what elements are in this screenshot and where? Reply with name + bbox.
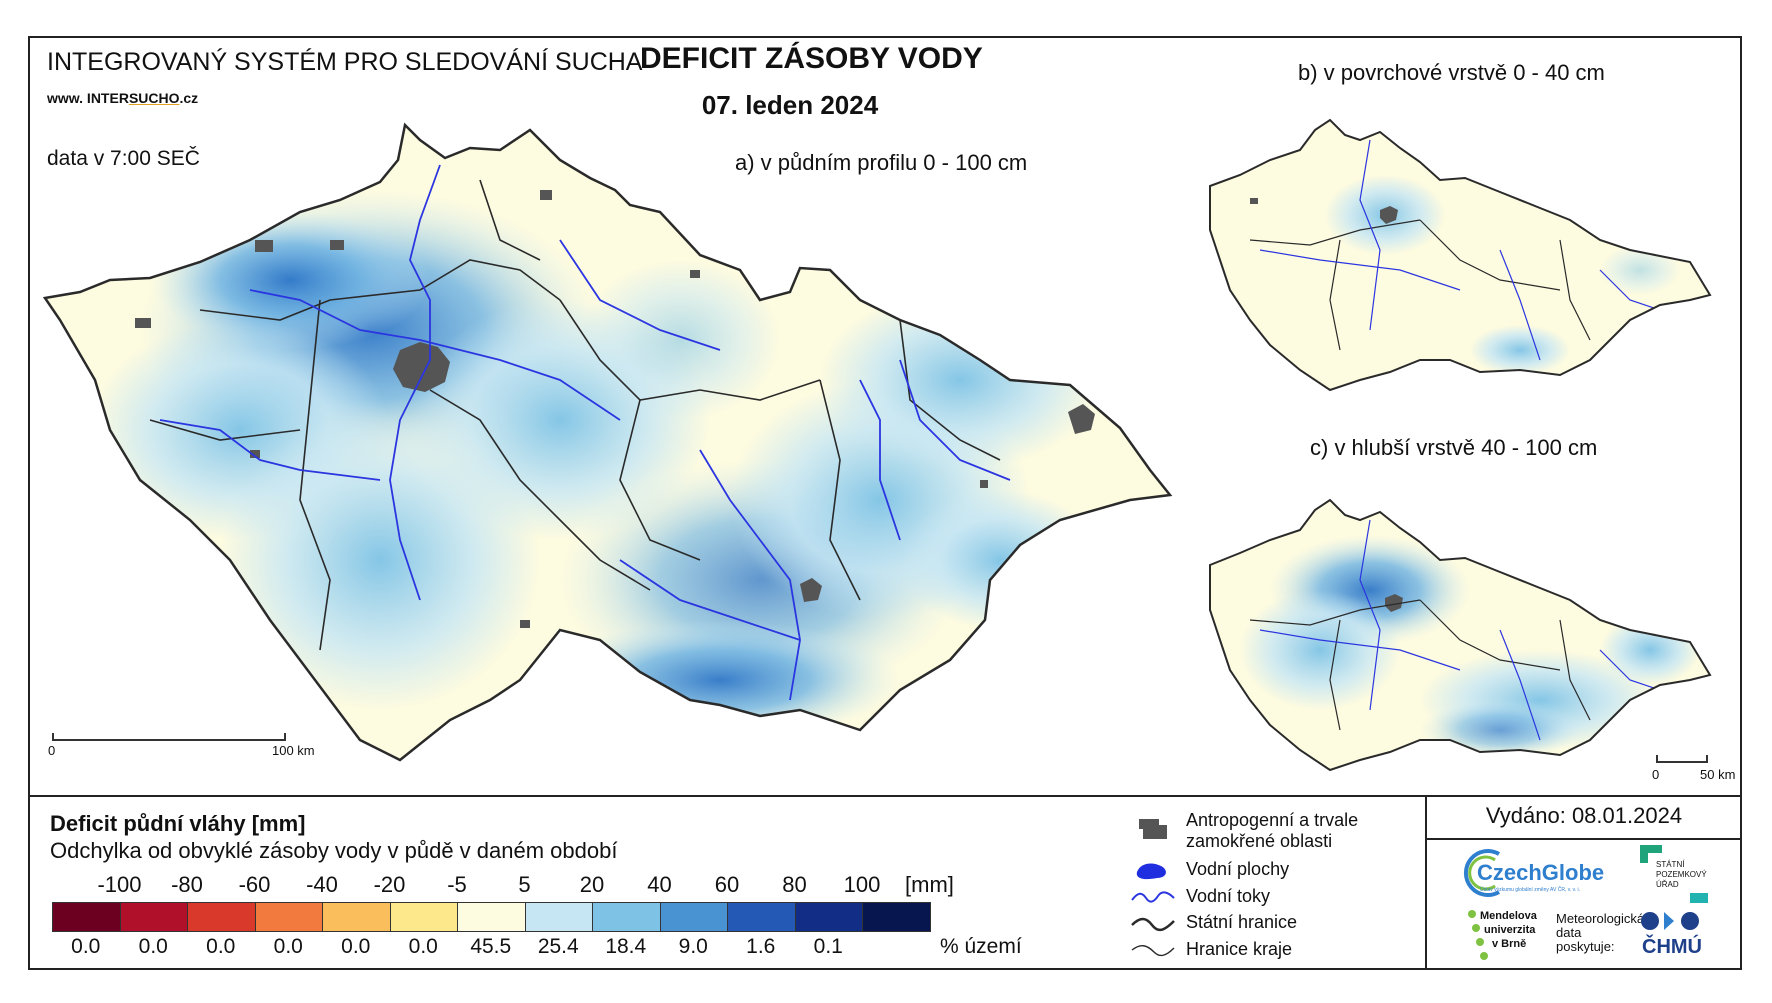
legend-tick-label: 60 [714,872,740,897]
legend-tick-label: -20 [373,872,406,897]
legend-subtitle: Odchylka od obvyklé zásoby vody v půdě v… [50,838,618,863]
legend-percentage: 0.0 [273,935,303,958]
system-name: INTEGROVANÝ SYSTÉM PRO SLEDOVÁNÍ SUCHA [47,48,643,76]
legend-swatch [389,902,458,932]
mendel-logo-line-2: univerzita [1484,924,1536,936]
legend-tick-label: -80 [171,872,203,897]
meteo-line-2: data [1556,925,1582,940]
legend-tick-label: 40 [647,872,672,897]
czechglobe-logo-icon [1463,849,1501,897]
legend-swatch [524,902,593,932]
legend-percentage: 45.5 [470,935,512,958]
legend-swatch [52,902,121,932]
legend-divider [28,795,1742,797]
issued-divider [1425,838,1742,840]
data-time: data v 7:00 SEČ [47,147,200,170]
main-scale-bar [52,733,286,741]
map-date: 07. leden 2024 [701,90,879,120]
urban-symbol-icon [1139,819,1167,839]
state-border-icon [1131,917,1175,932]
small-scale-end: 50 km [1700,767,1736,782]
legend-tick-label: 80 [782,872,807,897]
legend-swatch [457,902,526,932]
website-suffix: .cz [179,90,199,106]
main-map-fill [45,125,1170,760]
legend-swatch [119,902,188,932]
spu-logo-line-3: ÚŘAD [1656,880,1679,889]
legend-unit: [mm] [905,872,954,897]
spu-logo-line-2: POZEMKOVÝ [1656,870,1707,879]
legend-state-border-label: Státní hranice [1186,912,1298,932]
legend-percentage: 9.0 [678,935,708,958]
small-scale-zero: 0 [1652,767,1660,782]
meteo-line-1: Meteorologická [1556,911,1645,926]
legend-pct-unit: % území [940,935,1022,958]
main-scale-end: 100 km [272,743,315,758]
legend-swatch [254,902,323,932]
legend-tick-label: -60 [238,872,271,897]
legend-percentage: 1.6 [746,935,776,958]
legend-tick-label: -40 [306,872,338,897]
legend-swatch [727,902,796,932]
legend-percentage: 0.0 [341,935,371,958]
chmu-logo-icon [1641,912,1699,930]
spu-logo-line-1: STÁTNÍ [1656,860,1685,869]
legend-percentage: 25.4 [537,935,579,958]
spu-logo-square [1690,893,1708,903]
chmu-logo-text: ČHMÚ [1642,936,1702,958]
legend-tick-label: 100 [843,872,881,897]
state-border-c [1209,498,1712,772]
legend-tick-label: -5 [447,872,467,897]
legend-river-label: Vodní toky [1186,886,1271,906]
legend-percentage: 0.0 [138,935,168,958]
czechglobe-logo-subtext: Ústav výzkumu globální změny AV ČR, v. v… [1480,887,1581,893]
state-border-b [1209,118,1712,392]
mendel-logo-line-1: Mendelova [1480,910,1537,922]
mendel-logo-line-3: v Brně [1492,938,1527,950]
page-title: DEFICIT ZÁSOBY VODY [640,42,983,75]
region-border-icon [1131,945,1175,957]
website-highlight: SUCHO [128,90,180,106]
spu-logo-mark-2 [1640,845,1648,863]
spu-logo-mark [1640,845,1662,853]
legend-percentage: 18.4 [605,935,647,958]
legend-swatch [592,902,661,932]
legend-divider-vertical [1425,795,1427,970]
legend-percentage: 0.0 [71,935,101,958]
main-scale-zero: 0 [48,743,56,758]
legend-water-label: Vodní plochy [1186,859,1290,879]
meteo-line-3: poskytuje: [1556,939,1615,954]
issued-date: Vydáno: 08.01.2024 [1485,803,1683,828]
legend-swatch [659,902,728,932]
legend-urban-label: Antropogenní a trvale zamokřené oblasti [1186,810,1359,851]
czechglobe-logo-text: CzechGlobe [1477,860,1605,885]
small-scale-bar [1656,755,1708,763]
website-prefix: www. INTER [47,90,129,106]
map-a-label: a) v půdním profilu 0 - 100 cm [735,150,1028,175]
map-c-fill [1210,500,1710,770]
legend-swatch [322,902,391,932]
map-frame [28,36,1742,970]
legend-tick-label: -100 [97,872,142,897]
state-border-main [42,122,1173,762]
legend-percentage: 0.1 [813,935,843,958]
legend-region-border-label: Hranice kraje [1186,939,1293,959]
water-body-icon [1136,863,1166,880]
map-c-label: c) v hlubší vrstvě 40 - 100 cm [1310,435,1598,460]
legend-tick-label: 20 [579,872,605,897]
legend-percentage: 0.0 [206,935,236,958]
river-icon [1131,891,1175,903]
website-link[interactable]: www. INTERSUCHO.cz [47,90,198,106]
legend-percentage: 0.0 [408,935,438,958]
map-b-label: b) v povrchové vrstvě 0 - 40 cm [1298,60,1605,85]
legend-swatch [794,902,863,932]
legend-title: Deficit půdní vláhy [mm] [50,811,306,836]
legend-tick-label: 5 [518,872,531,897]
legend-swatch [862,902,931,932]
map-b-fill [1210,120,1710,390]
mendel-logo-icon [1468,910,1488,960]
legend-swatch [187,902,256,932]
